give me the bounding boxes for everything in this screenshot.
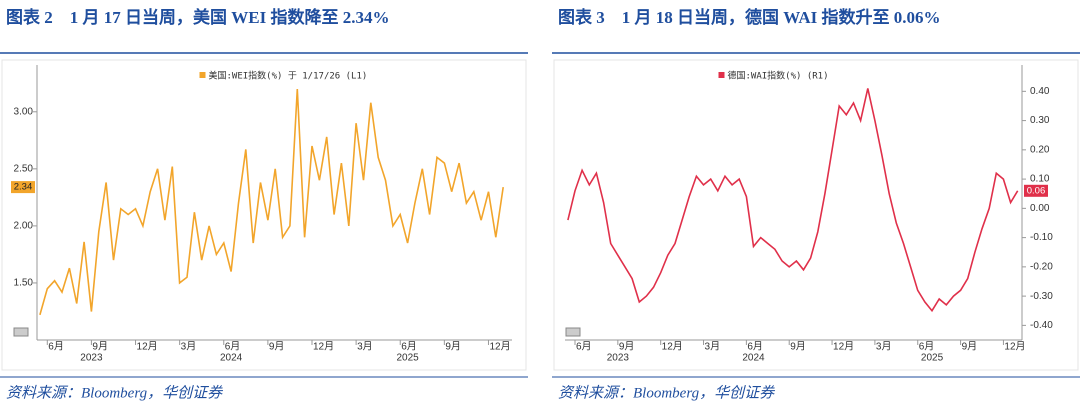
- chart-title: 图表 3 1 月 18 日当周，德国 WAI 指数升至 0.06%: [558, 7, 941, 27]
- x-tick-label: 9月: [269, 341, 285, 353]
- data-line: [567, 88, 1019, 313]
- x-tick-label: 9月: [619, 341, 635, 353]
- x-tick-label: 6月: [225, 341, 241, 353]
- x-tick-label: 9月: [790, 341, 806, 353]
- x-tick-label: 6月: [747, 341, 763, 353]
- data-line: [39, 88, 504, 316]
- legend-label: 德国:WAI指数(%) (R1): [728, 70, 829, 82]
- last-value-badge: [11, 181, 35, 194]
- corner-icon: [565, 327, 581, 337]
- x-tick-label: 6月: [48, 341, 64, 353]
- x-tick-label: 6月: [401, 341, 417, 353]
- year-label: 2023: [80, 353, 103, 364]
- legend-swatch: [199, 72, 206, 78]
- year-label: 2025: [396, 353, 419, 364]
- source-note: 资料来源：Bloomberg，华创证券: [6, 384, 223, 401]
- x-tick-label: 9月: [445, 341, 461, 353]
- y-tick-label: 0.30: [1030, 115, 1050, 126]
- x-tick-label: 12月: [833, 341, 854, 353]
- y-tick-label: -0.30: [1030, 291, 1053, 302]
- x-tick-label: 3月: [705, 341, 721, 353]
- x-tick-label: 6月: [919, 341, 935, 353]
- y-tick-label: -0.20: [1030, 262, 1053, 273]
- source-note: 资料来源：Bloomberg，华创证券: [558, 384, 775, 401]
- legend-swatch: [718, 72, 725, 78]
- x-tick-label: 3月: [181, 341, 197, 353]
- plot-frame: [1, 59, 527, 371]
- x-tick-label: 3月: [876, 341, 892, 353]
- y-tick-label: 3.00: [14, 106, 34, 117]
- x-tick-label: 12月: [313, 341, 334, 353]
- y-tick-label: 0.00: [1030, 203, 1050, 214]
- y-tick-label: -0.10: [1030, 232, 1053, 243]
- y-tick-label: 1.50: [14, 278, 34, 289]
- plot-frame: [553, 59, 1079, 371]
- x-tick-label: 9月: [92, 341, 108, 353]
- x-tick-label: 9月: [962, 341, 978, 353]
- year-label: 2023: [607, 353, 630, 364]
- x-tick-label: 12月: [137, 341, 158, 353]
- x-tick-label: 6月: [576, 341, 592, 353]
- y-tick-label: 2.00: [14, 221, 34, 232]
- y-tick-label: 2.50: [14, 163, 34, 174]
- year-label: 2024: [220, 353, 243, 364]
- chart-title: 图表 2 1 月 17 日当周，美国 WEI 指数降至 2.34%: [6, 7, 389, 27]
- legend-label: 美国:WEI指数(%) 于 1/17/26 (L1): [209, 70, 368, 82]
- y-tick-label: 0.40: [1030, 86, 1050, 97]
- year-label: 2025: [921, 353, 944, 364]
- x-tick-label: 12月: [1004, 341, 1025, 353]
- last-value-label: 0.06: [1027, 185, 1046, 196]
- x-tick-label: 12月: [662, 341, 683, 353]
- corner-icon: [13, 327, 29, 337]
- x-tick-label: 3月: [357, 341, 373, 353]
- y-tick-label: 0.10: [1030, 174, 1050, 185]
- y-tick-label: -0.40: [1030, 320, 1053, 331]
- last-value-label: 2.34: [14, 182, 33, 193]
- y-tick-label: 0.20: [1030, 144, 1050, 155]
- last-value-badge: [1024, 184, 1048, 197]
- x-tick-label: 12月: [489, 341, 510, 353]
- year-label: 2024: [742, 353, 765, 364]
